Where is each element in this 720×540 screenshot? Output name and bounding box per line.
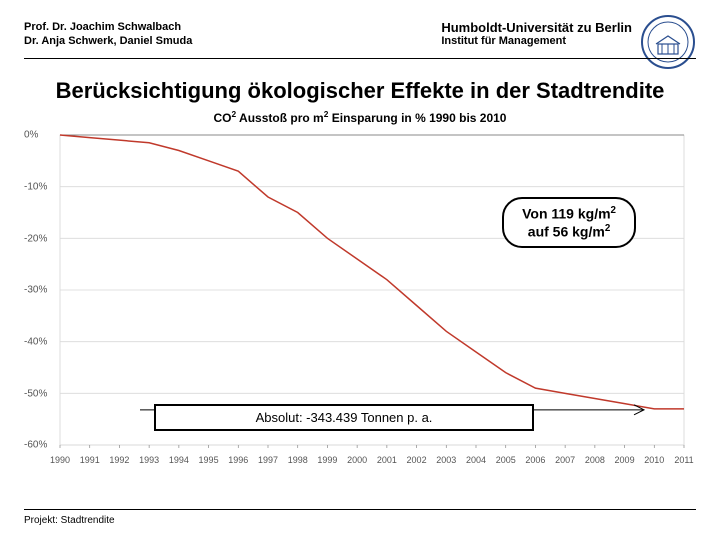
chart-title: CO2 Ausstoß pro m2 Einsparung in % 1990 … (24, 109, 696, 125)
author-line-1: Prof. Dr. Joachim Schwalbach (24, 20, 192, 34)
footer-text: Projekt: Stadtrendite (24, 515, 115, 526)
x-tick-label: 1996 (228, 455, 248, 465)
institute-name: Institut für Management (441, 35, 632, 47)
callout-absolute: Absolut: -343.439 Tonnen p. a. (154, 404, 534, 431)
callout-sup: 2 (605, 223, 610, 234)
y-tick-label: -60% (24, 440, 47, 451)
x-tick-label: 1991 (80, 455, 100, 465)
x-tick-label: 1995 (199, 455, 219, 465)
x-tick-label: 1998 (288, 455, 308, 465)
y-tick-label: -20% (24, 233, 47, 244)
chart-title-part2: Ausstoß pro m (236, 111, 324, 125)
x-tick-label: 2008 (585, 455, 605, 465)
x-tick-label: 2010 (644, 455, 664, 465)
x-tick-label: 2004 (466, 455, 486, 465)
series-einsparung (60, 135, 684, 409)
chart-plot-area: Von 119 kg/m2 auf 56 kg/m2 Absolut: -343… (24, 125, 696, 465)
x-tick-label: 2011 (674, 455, 693, 465)
x-tick-label: 1994 (169, 455, 189, 465)
x-tick-label: 2006 (525, 455, 545, 465)
header-authors: Prof. Dr. Joachim Schwalbach Dr. Anja Sc… (24, 20, 192, 49)
chart-container: CO 2 Ausstoß pro m 2 Einsparung in % 1990 … (24, 109, 696, 479)
footer-rule (24, 509, 696, 510)
y-tick-label: -30% (24, 285, 47, 296)
university-seal-icon (640, 14, 696, 70)
callout-line1: Von 119 kg/m2 (522, 205, 616, 222)
x-tick-label: 1993 (139, 455, 159, 465)
x-tick-label: 2009 (615, 455, 635, 465)
y-tick-label: -50% (24, 388, 47, 399)
callout-absolute-text: Absolut: -343.439 Tonnen p. a. (256, 410, 433, 425)
x-tick-label: 2007 (555, 455, 575, 465)
x-tick-label: 1999 (317, 455, 337, 465)
header: Prof. Dr. Joachim Schwalbach Dr. Anja Sc… (24, 20, 696, 68)
slide: Prof. Dr. Joachim Schwalbach Dr. Anja Sc… (0, 0, 720, 540)
callout-text: Von 119 kg/m (522, 206, 610, 222)
y-tick-label: 0% (24, 130, 38, 141)
y-tick-label: -10% (24, 181, 47, 192)
x-tick-label: 2002 (407, 455, 427, 465)
x-tick-label: 1992 (109, 455, 129, 465)
callout-reduction: Von 119 kg/m2 auf 56 kg/m2 (502, 197, 636, 248)
x-tick-label: 2001 (377, 455, 397, 465)
slide-title: Berücksichtigung ökologischer Effekte in… (24, 78, 696, 103)
callout-text: auf 56 kg/m (528, 223, 605, 239)
university-name: Humboldt-Universität zu Berlin (441, 20, 632, 35)
x-tick-label: 1990 (50, 455, 70, 465)
header-affiliation: Humboldt-Universität zu Berlin Institut … (441, 20, 632, 47)
callout-sup: 2 (611, 205, 616, 216)
callout-line2: auf 56 kg/m2 (522, 223, 616, 240)
x-tick-label: 1997 (258, 455, 278, 465)
author-line-2: Dr. Anja Schwerk, Daniel Smuda (24, 34, 192, 48)
x-tick-label: 2003 (436, 455, 456, 465)
chart-title-tail: Einsparung in % 1990 bis 2010 (328, 111, 506, 125)
x-tick-label: 2000 (347, 455, 367, 465)
chart-title-part: CO (214, 111, 232, 125)
x-tick-label: 2005 (496, 455, 516, 465)
header-rule (24, 58, 696, 59)
y-tick-label: -40% (24, 336, 47, 347)
